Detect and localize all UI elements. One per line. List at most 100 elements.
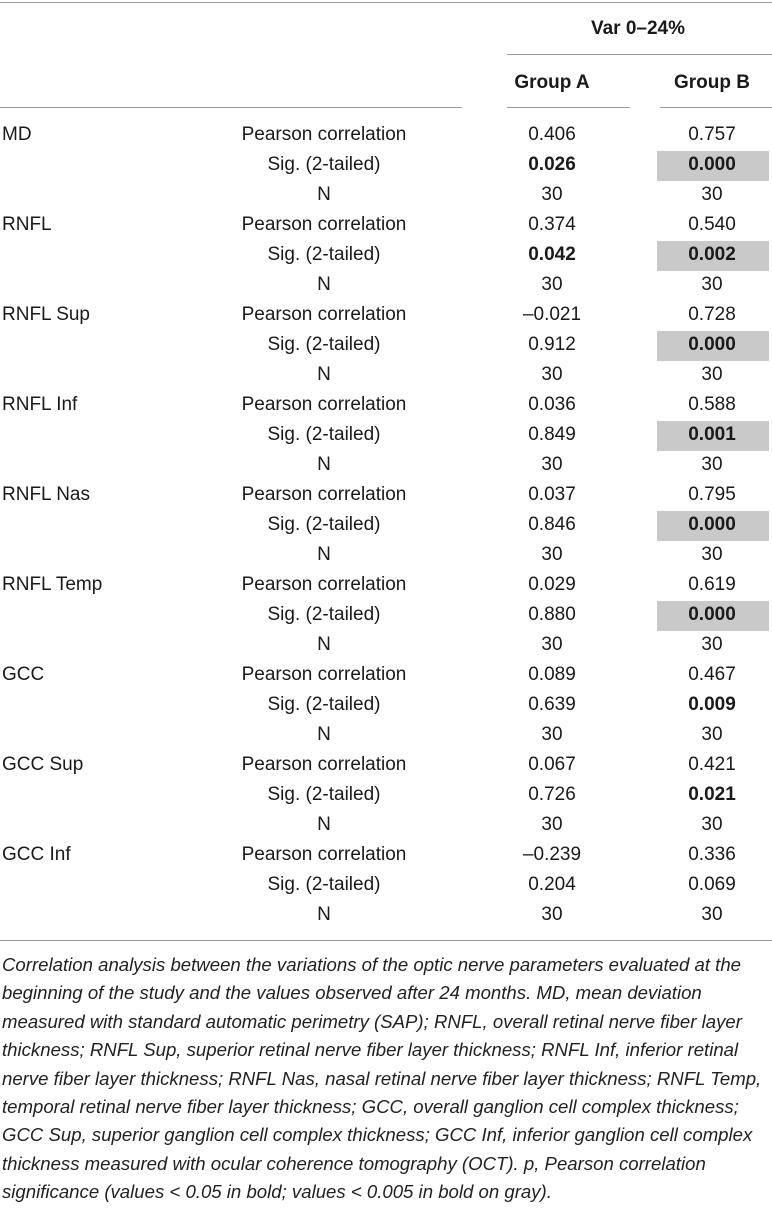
- stat-label: N: [317, 184, 331, 205]
- group-a-value: 30: [541, 724, 563, 745]
- stat-label: N: [317, 724, 331, 745]
- param-label: GCC Sup: [2, 754, 84, 775]
- stat-label: N: [317, 814, 331, 835]
- stat-label: Sig. (2-tailed): [267, 604, 381, 625]
- stat-label: N: [317, 454, 331, 475]
- spanning-header-rule: [507, 54, 772, 55]
- stat-label: Pearson correlation: [241, 754, 407, 775]
- group-b-value: 0.000: [688, 154, 736, 175]
- group-b-header: Group B: [674, 72, 750, 93]
- param-label: RNFL Sup: [2, 304, 90, 325]
- param-label: GCC Inf: [2, 844, 71, 865]
- group-a-value: 0.029: [528, 574, 576, 595]
- stat-label: Sig. (2-tailed): [267, 334, 381, 355]
- group-a-value: 0.880: [528, 604, 576, 625]
- group-a-value: 30: [541, 274, 563, 295]
- group-a-value: 0.849: [528, 424, 576, 445]
- group-b-value: 30: [701, 544, 723, 565]
- stat-label: Sig. (2-tailed): [267, 874, 381, 895]
- param-label: RNFL Nas: [2, 484, 90, 505]
- param-label: MD: [2, 124, 32, 145]
- group-b-value: 30: [701, 364, 723, 385]
- group-a-value: 0.037: [528, 484, 576, 505]
- group-b-value: 0.021: [688, 784, 736, 805]
- stat-label: Sig. (2-tailed): [267, 784, 381, 805]
- table-bottom-rule: [0, 940, 772, 941]
- group-a-value: 0.067: [528, 754, 576, 775]
- group-a-value: 0.406: [528, 124, 576, 145]
- header-rule-group-b: [660, 107, 772, 108]
- stat-label: N: [317, 904, 331, 925]
- header-rule-group-a: [507, 107, 630, 108]
- stat-label: Pearson correlation: [241, 664, 407, 685]
- stat-label: Pearson correlation: [241, 484, 407, 505]
- stat-label: Sig. (2-tailed): [267, 514, 381, 535]
- stat-label: Pearson correlation: [241, 124, 407, 145]
- table-caption: Correlation analysis between the variati…: [2, 954, 762, 1203]
- stat-label: Sig. (2-tailed): [267, 154, 381, 175]
- group-a-value: –0.021: [522, 304, 582, 325]
- group-b-value: 30: [701, 634, 723, 655]
- group-b-value: 30: [701, 904, 723, 925]
- group-a-value: 30: [541, 364, 563, 385]
- group-b-value: 0.069: [688, 874, 736, 895]
- group-b-value: 0.000: [688, 334, 736, 355]
- significance-highlight: [657, 331, 769, 361]
- stat-label: N: [317, 544, 331, 565]
- group-b-value: 0.540: [688, 214, 736, 235]
- group-a-value: –0.239: [522, 844, 582, 865]
- group-a-value: 30: [541, 814, 563, 835]
- group-a-value: 0.639: [528, 694, 576, 715]
- group-a-value: 0.042: [528, 244, 576, 265]
- group-b-value: 0.619: [688, 574, 736, 595]
- header-rule-left: [0, 107, 462, 108]
- stat-label: Pearson correlation: [241, 214, 407, 235]
- group-a-value: 30: [541, 544, 563, 565]
- param-label: RNFL: [2, 214, 52, 235]
- group-b-value: 0.009: [688, 694, 736, 715]
- group-a-value: 30: [541, 904, 563, 925]
- stat-label: Sig. (2-tailed): [267, 244, 381, 265]
- group-b-value: 0.002: [688, 244, 736, 265]
- group-b-value: 0.467: [688, 664, 736, 685]
- group-a-value: 0.846: [528, 514, 576, 535]
- param-label: RNFL Temp: [2, 574, 103, 595]
- group-b-value: 0.588: [688, 394, 736, 415]
- group-a-value: 0.036: [528, 394, 576, 415]
- significance-highlight: [657, 151, 769, 181]
- table-top-rule: [0, 2, 772, 3]
- group-b-value: 30: [701, 454, 723, 475]
- stat-label: Pearson correlation: [241, 574, 407, 595]
- stat-label: Pearson correlation: [241, 394, 407, 415]
- group-a-value: 30: [541, 454, 563, 475]
- group-b-value: 0.421: [688, 754, 736, 775]
- group-a-value: 0.726: [528, 784, 576, 805]
- stat-label: Sig. (2-tailed): [267, 694, 381, 715]
- group-b-value: 0.728: [688, 304, 736, 325]
- spanning-header: Var 0–24%: [590, 18, 686, 39]
- group-a-value: 0.026: [528, 154, 576, 175]
- param-label: RNFL Inf: [2, 394, 78, 415]
- significance-highlight: [657, 241, 769, 271]
- group-b-value: 30: [701, 274, 723, 295]
- group-b-value: 0.000: [688, 514, 736, 535]
- group-b-value: 0.795: [688, 484, 736, 505]
- group-b-value: 30: [701, 184, 723, 205]
- group-b-value: 0.000: [688, 604, 736, 625]
- stat-label: N: [317, 364, 331, 385]
- group-b-value: 30: [701, 724, 723, 745]
- group-a-value: 30: [541, 184, 563, 205]
- group-b-value: 0.336: [688, 844, 736, 865]
- significance-highlight: [657, 421, 769, 451]
- significance-highlight: [657, 511, 769, 541]
- group-a-value: 0.204: [528, 874, 576, 895]
- group-b-value: 0.757: [688, 124, 736, 145]
- param-label: GCC: [2, 664, 45, 685]
- stat-label: Sig. (2-tailed): [267, 424, 381, 445]
- group-b-value: 0.001: [688, 424, 736, 445]
- significance-highlight: [657, 601, 769, 631]
- group-a-value: 30: [541, 634, 563, 655]
- stat-label: N: [317, 634, 331, 655]
- stat-label: N: [317, 274, 331, 295]
- stat-label: Pearson correlation: [241, 844, 407, 865]
